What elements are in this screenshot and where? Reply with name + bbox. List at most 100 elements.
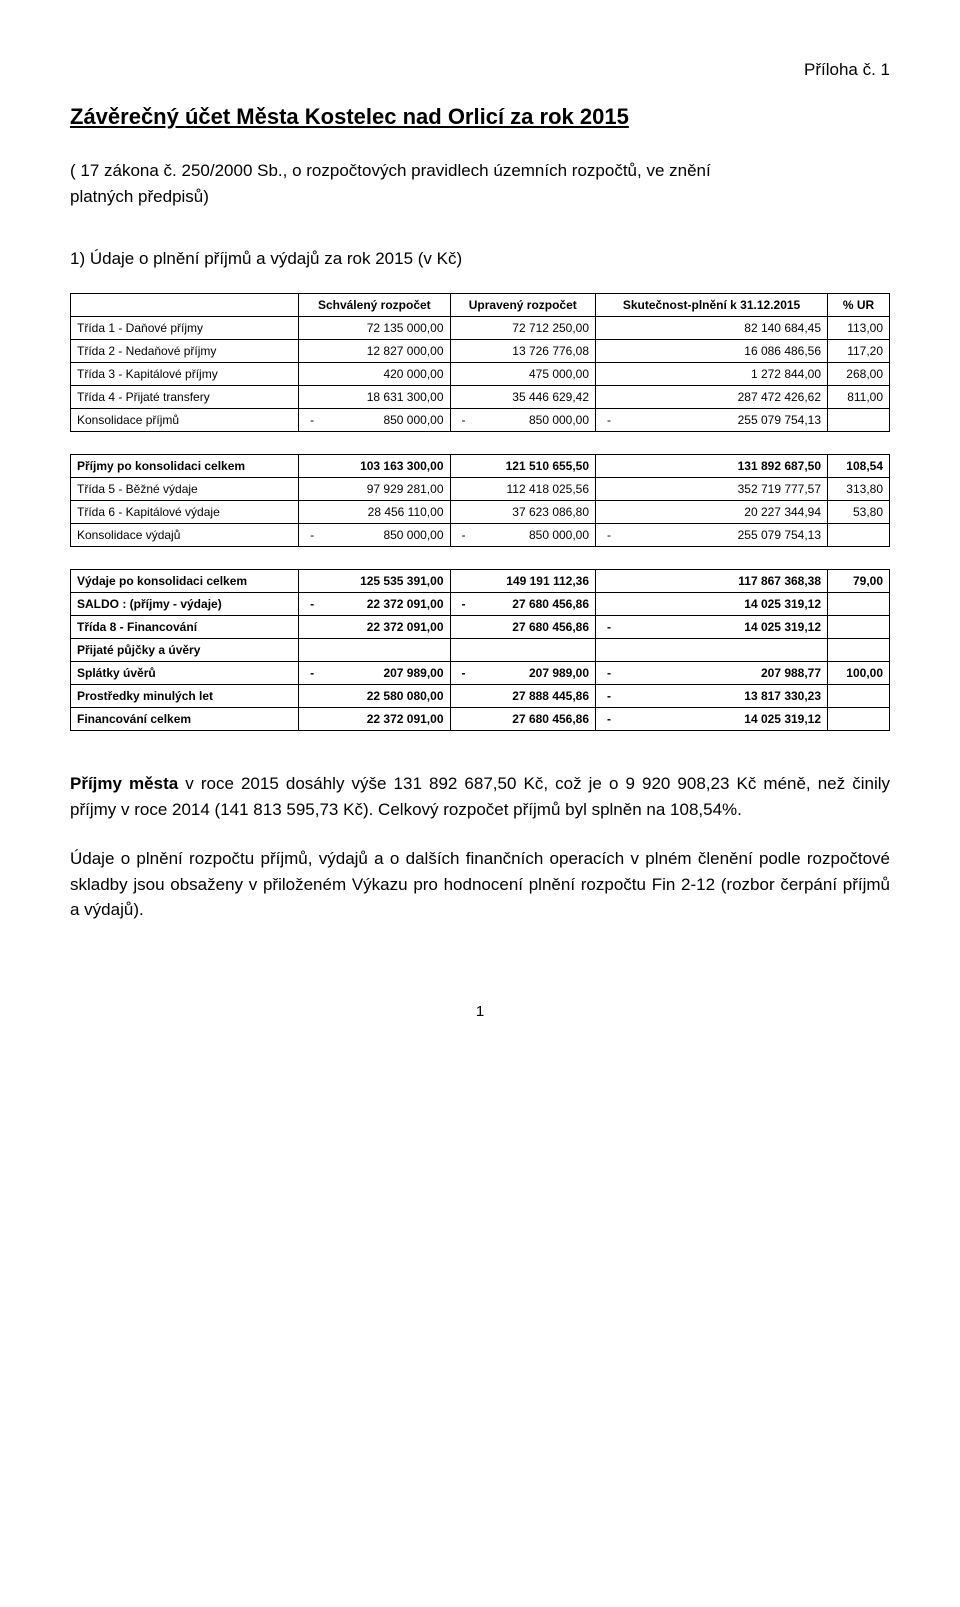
table-row: Třída 5 - Běžné výdaje97 929 281,00112 4… bbox=[71, 478, 890, 501]
table-cell: 20 227 344,94 bbox=[617, 501, 828, 524]
table-cell: Konsolidace příjmů bbox=[71, 409, 299, 432]
paragraph-details: Údaje o plnění rozpočtu příjmů, výdajů a… bbox=[70, 846, 890, 923]
table-cell bbox=[299, 639, 321, 662]
table-cell: 850 000,00 bbox=[472, 409, 596, 432]
table-cell: 37 623 086,80 bbox=[472, 501, 596, 524]
table-cell: 112 418 025,56 bbox=[472, 478, 596, 501]
table-cell bbox=[299, 570, 321, 593]
table-row: Splátky úvěrů-207 989,00-207 989,00-207 … bbox=[71, 662, 890, 685]
paragraph-income-prefix: Příjmy města bbox=[70, 774, 178, 793]
table-row: Výdaje po konsolidaci celkem125 535 391,… bbox=[71, 570, 890, 593]
table-cell: Třída 2 - Nedaňové příjmy bbox=[71, 340, 299, 363]
table-cell: - bbox=[450, 524, 472, 547]
header-empty bbox=[71, 294, 299, 317]
table-cell: 27 888 445,86 bbox=[472, 685, 596, 708]
table-cell bbox=[450, 570, 472, 593]
section-heading: 1) Údaje o plnění příjmů a výdajů za rok… bbox=[70, 249, 890, 269]
table-header-row: Schválený rozpočet Upravený rozpočet Sku… bbox=[71, 294, 890, 317]
table-cell bbox=[828, 685, 890, 708]
table-cell bbox=[828, 639, 890, 662]
table-cell: - bbox=[450, 593, 472, 616]
table-cell: Výdaje po konsolidaci celkem bbox=[71, 570, 299, 593]
table-cell bbox=[596, 386, 618, 409]
table-row: Třída 8 - Financování22 372 091,0027 680… bbox=[71, 616, 890, 639]
table-cell: 18 631 300,00 bbox=[320, 386, 450, 409]
header-approved-budget: Schválený rozpočet bbox=[299, 294, 450, 317]
paragraph-income-body: v roce 2015 dosáhly výše 131 892 687,50 … bbox=[70, 774, 890, 819]
table-cell bbox=[596, 570, 618, 593]
table-cell: 103 163 300,00 bbox=[320, 455, 450, 478]
table-row: Třída 4 - Přijaté transfery18 631 300,00… bbox=[71, 386, 890, 409]
table-cell: - bbox=[450, 662, 472, 685]
table-cell: SALDO : (příjmy - výdaje) bbox=[71, 593, 299, 616]
table-cell bbox=[596, 593, 618, 616]
table-cell: 22 580 080,00 bbox=[320, 685, 450, 708]
table-cell: 13 726 776,08 bbox=[472, 340, 596, 363]
table-cell bbox=[299, 317, 321, 340]
table-cell: 113,00 bbox=[828, 317, 890, 340]
table-cell: 287 472 426,62 bbox=[617, 386, 828, 409]
table-cell bbox=[320, 639, 450, 662]
table-cell: Prostředky minulých let bbox=[71, 685, 299, 708]
table-row: Financování celkem 22 372 091,00 27 680 45… bbox=[71, 708, 890, 731]
table-cell: 100,00 bbox=[828, 662, 890, 685]
table-row: Konsolidace příjmů-850 000,00-850 000,00… bbox=[71, 409, 890, 432]
table-cell: 850 000,00 bbox=[472, 524, 596, 547]
table-cell: 14 025 319,12 bbox=[617, 593, 828, 616]
table-cell bbox=[596, 340, 618, 363]
table-cell: 14 025 319,12 bbox=[617, 616, 828, 639]
table-cell: 108,54 bbox=[828, 455, 890, 478]
table-cell: 13 817 330,23 bbox=[617, 685, 828, 708]
table-cell bbox=[472, 639, 596, 662]
table-cell: Příjmy po konsolidaci celkem bbox=[71, 455, 299, 478]
table-cell: - bbox=[450, 409, 472, 432]
table-cell: Přijaté půjčky a úvěry bbox=[71, 639, 299, 662]
table-cell bbox=[828, 616, 890, 639]
table-row: Třída 1 - Daňové příjmy 72 135 000,00 72 7… bbox=[71, 317, 890, 340]
table-cell: 72 135 000,00 bbox=[320, 317, 450, 340]
table-cell: 27 680 456,86 bbox=[472, 708, 596, 731]
table-cell: Třída 3 - Kapitálové příjmy bbox=[71, 363, 299, 386]
table-cell: 850 000,00 bbox=[320, 524, 450, 547]
table-cell: 255 079 754,13 bbox=[617, 524, 828, 547]
table-cell: - bbox=[596, 616, 618, 639]
table-cell bbox=[828, 409, 890, 432]
table-cell: - bbox=[299, 593, 321, 616]
table-cell: - bbox=[299, 409, 321, 432]
table-cell bbox=[450, 317, 472, 340]
table-cell: 22 372 091,00 bbox=[320, 708, 450, 731]
table-cell: 420 000,00 bbox=[320, 363, 450, 386]
table-cell: 35 446 629,42 bbox=[472, 386, 596, 409]
table-row bbox=[71, 432, 890, 455]
table-cell: Financování celkem bbox=[71, 708, 299, 731]
table-cell: 27 680 456,86 bbox=[472, 616, 596, 639]
header-actual: Skutečnost-plnění k 31.12.2015 bbox=[596, 294, 828, 317]
table-cell bbox=[299, 386, 321, 409]
table-row: Konsolidace výdajů-850 000,00-850 000,00… bbox=[71, 524, 890, 547]
table-row: Třída 2 - Nedaňové příjmy12 827 000,0013… bbox=[71, 340, 890, 363]
attachment-label: Příloha č. 1 bbox=[70, 60, 890, 80]
table-cell bbox=[596, 317, 618, 340]
table-cell: 268,00 bbox=[828, 363, 890, 386]
table-cell: 149 191 112,36 bbox=[472, 570, 596, 593]
table-cell bbox=[617, 639, 828, 662]
table-cell: Třída 1 - Daňové příjmy bbox=[71, 317, 299, 340]
table-cell bbox=[450, 708, 472, 731]
table-cell: Konsolidace výdajů bbox=[71, 524, 299, 547]
table-cell bbox=[299, 455, 321, 478]
table-cell bbox=[299, 708, 321, 731]
table-cell: 16 086 486,56 bbox=[617, 340, 828, 363]
table-cell: 475 000,00 bbox=[472, 363, 596, 386]
table-cell bbox=[596, 455, 618, 478]
page-number: 1 bbox=[70, 1003, 890, 1020]
table-cell: 82 140 684,45 bbox=[617, 317, 828, 340]
table-cell: 117 867 368,38 bbox=[617, 570, 828, 593]
table-cell: Třída 8 - Financování bbox=[71, 616, 299, 639]
table-cell: 72 712 250,00 bbox=[472, 317, 596, 340]
table-cell: 117,20 bbox=[828, 340, 890, 363]
table-cell bbox=[450, 639, 472, 662]
table-cell: 255 079 754,13 bbox=[617, 409, 828, 432]
table-cell: - bbox=[596, 685, 618, 708]
subtitle: ( 17 zákona č. 250/2000 Sb., o rozpočtov… bbox=[70, 158, 770, 209]
table-cell bbox=[596, 478, 618, 501]
